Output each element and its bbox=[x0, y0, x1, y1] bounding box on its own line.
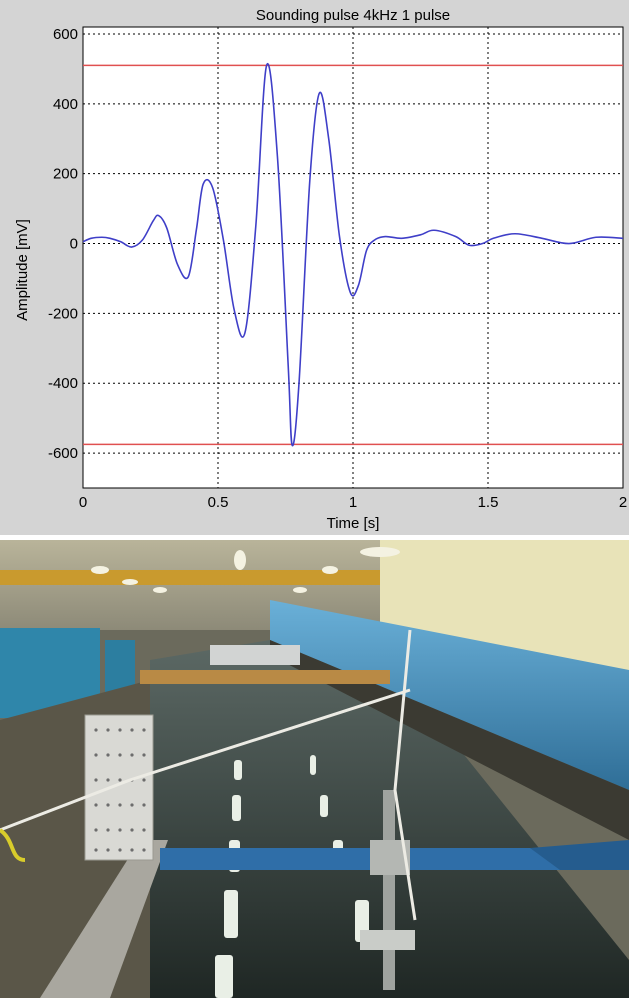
carriage-beam bbox=[270, 600, 629, 790]
y-tick-label: 0 bbox=[70, 236, 78, 253]
rope-2 bbox=[393, 629, 417, 921]
perforated-plate bbox=[84, 714, 154, 861]
series-group bbox=[82, 62, 624, 447]
x-tick-label: 1.5 bbox=[478, 494, 499, 511]
experimental-tank-photo bbox=[0, 540, 629, 998]
y-tick-label: -200 bbox=[48, 305, 78, 322]
crane-rail bbox=[0, 570, 380, 585]
reference-lines bbox=[83, 64, 623, 446]
y-axis-title: Amplitude [mV] bbox=[14, 219, 31, 321]
x-tick-label: 1 bbox=[349, 494, 357, 511]
chart-svg: 0 0.5 1 1.5 2 -600 -400 -200 0 200 400 600 Sounding… bbox=[14, 7, 627, 532]
left-rail bbox=[40, 840, 168, 998]
y-tick-label: -400 bbox=[48, 375, 78, 392]
x-tick-label: 2 bbox=[619, 494, 627, 511]
ceiling-lights bbox=[91, 547, 400, 593]
beam-underside bbox=[270, 640, 629, 840]
x-tick-label: 0.5 bbox=[208, 494, 229, 511]
pulse-series-line bbox=[82, 62, 624, 447]
chart-figure: 0 0.5 1 1.5 2 -600 -400 -200 0 200 400 600 Sounding… bbox=[0, 0, 629, 535]
instrument-mast bbox=[383, 790, 395, 990]
yellow-cable bbox=[0, 828, 26, 862]
tick-group: 0 0.5 1 1.5 2 -600 -400 -200 0 200 400 600 bbox=[48, 26, 627, 511]
chart-title: Sounding pulse 4kHz 1 pulse bbox=[256, 7, 450, 24]
rope bbox=[0, 688, 411, 832]
carriage-unit bbox=[210, 645, 300, 665]
x-axis-title: Time [s] bbox=[327, 515, 380, 532]
y-tick-label: 200 bbox=[53, 166, 78, 183]
front-blue-bar-end bbox=[530, 840, 629, 870]
x-tick-label: 0 bbox=[79, 494, 87, 511]
y-tick-label: 600 bbox=[53, 26, 78, 43]
grid-lines bbox=[83, 27, 623, 488]
tank-photo bbox=[0, 540, 629, 998]
wooden-crossbeam bbox=[140, 670, 390, 684]
y-tick-label: -600 bbox=[48, 445, 78, 462]
plate-holes bbox=[94, 728, 146, 852]
y-tick-label: 400 bbox=[53, 96, 78, 113]
mast-base bbox=[360, 930, 415, 950]
